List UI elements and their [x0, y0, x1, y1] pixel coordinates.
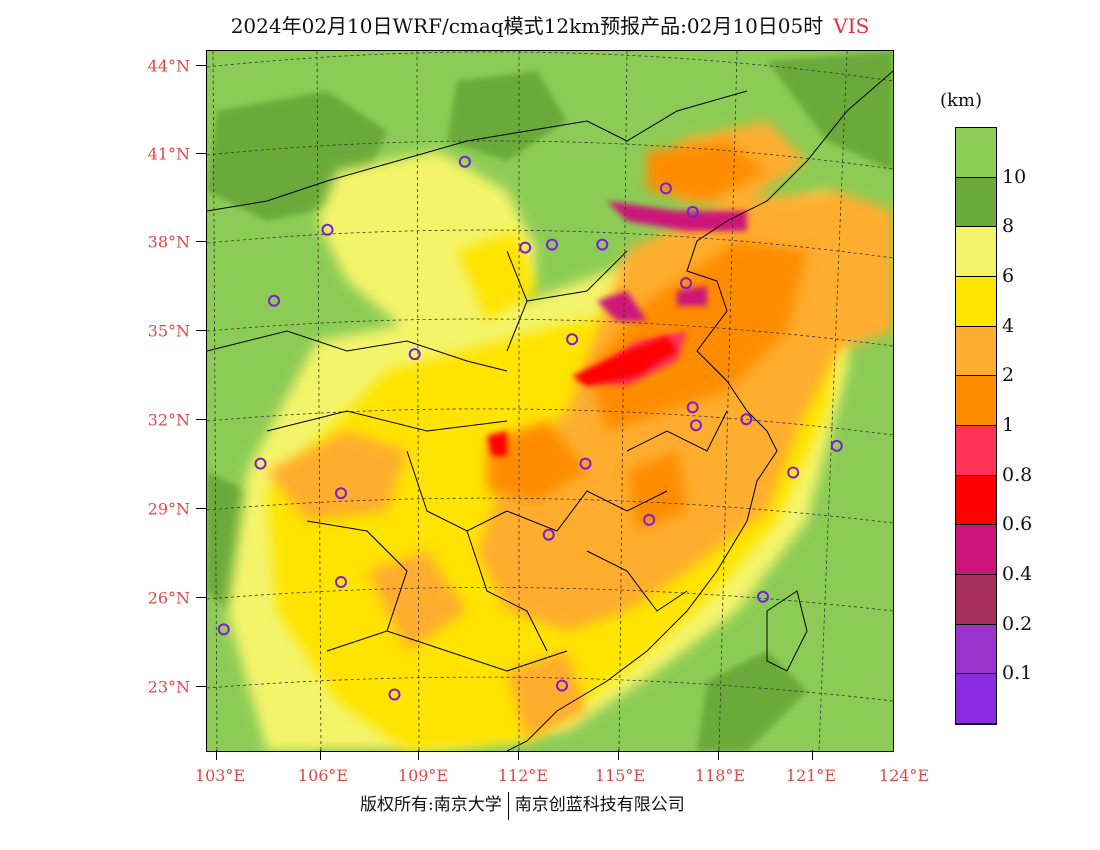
colorbar-label: 1 [1002, 414, 1015, 436]
colorbar-segment [956, 525, 996, 575]
station-marker [579, 457, 592, 470]
station-marker [566, 333, 579, 346]
lon-label-106: 106°E [297, 766, 349, 785]
colorbar-label: 2 [1002, 364, 1015, 387]
lon-label-121: 121°E [785, 766, 837, 785]
station-marker [217, 623, 230, 636]
colorbar-label: 0.1 [1002, 662, 1033, 685]
station-marker [757, 590, 769, 603]
station-marker [321, 223, 334, 236]
colorbar-label: 0.2 [1002, 612, 1033, 635]
copyright-footer: 版权所有:南京大学 南京创蓝科技有限公司 [360, 790, 685, 820]
lon-tick [518, 750, 519, 760]
colorbar-segment [956, 426, 996, 476]
visibility-field-0.6km [487, 336, 677, 456]
colorbar-label: 0.4 [1002, 563, 1033, 585]
lat-label-23: 23°N [147, 677, 190, 697]
station-marker [686, 401, 699, 414]
colorbar-segment [956, 227, 996, 277]
colorbar-label: 0.8 [1002, 463, 1033, 486]
title-variable: VIS [833, 14, 870, 38]
colorbar-label: 10 [1002, 165, 1027, 188]
lon-label-112: 112°E [497, 766, 549, 785]
colorbar [955, 127, 997, 725]
lat-label-41: 41°N [147, 144, 190, 164]
lat-tick [196, 241, 206, 242]
lat-label-26: 26°N [147, 588, 190, 608]
colorbar-segment [956, 674, 996, 724]
station-marker [408, 348, 421, 361]
lat-tick [196, 330, 206, 331]
lon-label-118: 118°E [694, 766, 746, 785]
boundaries [207, 70, 893, 751]
lat-tick [196, 153, 206, 154]
colorbar-segment [956, 376, 996, 426]
station-marker [686, 206, 699, 218]
copyright-left: 版权所有:南京大学 [360, 795, 502, 815]
station-marker [268, 294, 280, 307]
lon-tick [418, 750, 419, 760]
station-markers [217, 155, 843, 701]
map-canvas [207, 51, 893, 751]
colorbar-segment [956, 177, 996, 228]
map-title: 2024年02月10日WRF/cmaq模式12km预报产品:02月10日05时 V… [0, 10, 1100, 39]
lon-label-115: 115°E [594, 766, 646, 785]
station-marker [335, 576, 347, 588]
visibility-field-0.4km [597, 201, 747, 321]
station-marker [596, 238, 609, 251]
station-marker [659, 182, 672, 195]
map-panel [206, 50, 894, 752]
station-marker [542, 528, 555, 541]
colorbar-unit: (km) [940, 90, 983, 111]
colorbar-label: 0.6 [1002, 513, 1033, 536]
lat-label-32: 32°N [147, 410, 190, 430]
lon-tick [320, 750, 321, 760]
graticule [207, 51, 893, 751]
colorbar-label: 4 [1002, 314, 1015, 337]
lat-label-29: 29°N [147, 499, 190, 519]
lon-label-109: 109°E [397, 766, 449, 785]
station-marker [519, 241, 532, 254]
copyright-right: 南京创蓝科技有限公司 [514, 795, 685, 815]
lon-label-124: 124°E [878, 766, 930, 785]
station-marker [335, 487, 347, 500]
colorbar-segment [956, 277, 996, 327]
lat-tick [196, 65, 206, 66]
colorbar-label: 8 [1002, 215, 1015, 238]
lon-tick [618, 750, 619, 760]
colorbar-segment [956, 575, 996, 625]
colorbar-segment [956, 326, 996, 377]
lat-tick [196, 597, 206, 598]
lat-tick [196, 508, 206, 509]
station-marker [643, 513, 656, 526]
title-main: 2024年02月10日WRF/cmaq模式12km预报产品:02月10日05时 [230, 14, 824, 38]
lat-label-44: 44°N [147, 56, 190, 76]
station-marker [690, 419, 702, 432]
lon-tick [718, 750, 719, 760]
lat-tick [196, 419, 206, 420]
colorbar-segment [956, 624, 996, 675]
station-marker [546, 238, 558, 251]
station-marker [556, 679, 568, 692]
footer-separator [507, 791, 509, 820]
station-marker [680, 277, 692, 290]
station-marker [254, 457, 267, 470]
colorbar-label: 6 [1002, 265, 1015, 287]
lat-label-35: 35°N [147, 321, 190, 341]
lat-tick [196, 686, 206, 687]
lon-tick [216, 750, 217, 760]
colorbar-segment [956, 128, 996, 178]
lat-label-38: 38°N [147, 232, 190, 252]
station-marker [830, 439, 843, 452]
station-marker [458, 155, 471, 168]
visibility-field-1km [487, 141, 807, 531]
station-marker [740, 413, 753, 426]
station-marker [388, 688, 401, 701]
lon-label-103: 103°E [194, 766, 246, 785]
station-marker [787, 466, 800, 479]
colorbar-segment [956, 475, 996, 526]
lon-tick [812, 750, 813, 760]
